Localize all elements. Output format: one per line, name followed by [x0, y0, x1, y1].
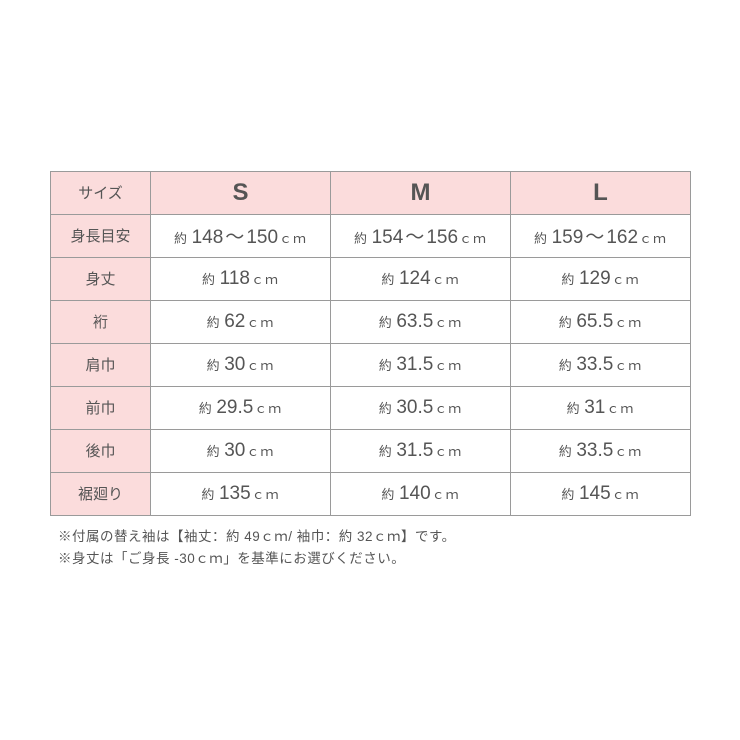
value-cell: 約 31.5ｃｍ [331, 429, 511, 472]
note-line: ※付属の替え袖は【袖丈：約 49ｃｍ/ 袖巾：約 32ｃｍ】です。 [58, 526, 690, 548]
value-cell: 約 30ｃｍ [151, 429, 331, 472]
value-cell: 約 30.5ｃｍ [331, 386, 511, 429]
size-table: サイズ S M L 身長目安約 148～150ｃｍ約 154～156ｃｍ約 15… [50, 171, 691, 516]
value-cell: 約 145ｃｍ [511, 472, 691, 515]
value-cell: 約 118ｃｍ [151, 257, 331, 300]
row-label: 後巾 [51, 429, 151, 472]
row-label: 前巾 [51, 386, 151, 429]
value-cell: 約 148～150ｃｍ [151, 214, 331, 257]
value-cell: 約 63.5ｃｍ [331, 300, 511, 343]
value-cell: 約 135ｃｍ [151, 472, 331, 515]
header-label: サイズ [51, 171, 151, 214]
value-cell: 約 129ｃｍ [511, 257, 691, 300]
value-cell: 約 29.5ｃｍ [151, 386, 331, 429]
row-label: 裾廻り [51, 472, 151, 515]
value-cell: 約 33.5ｃｍ [511, 429, 691, 472]
table-row: 身長目安約 148～150ｃｍ約 154～156ｃｍ約 159～162ｃｍ [51, 214, 691, 257]
table-header-row: サイズ S M L [51, 171, 691, 214]
value-cell: 約 140ｃｍ [331, 472, 511, 515]
table-row: 前巾約 29.5ｃｍ約 30.5ｃｍ約 31ｃｍ [51, 386, 691, 429]
row-label: 身長目安 [51, 214, 151, 257]
value-cell: 約 124ｃｍ [331, 257, 511, 300]
value-cell: 約 31ｃｍ [511, 386, 691, 429]
value-cell: 約 30ｃｍ [151, 343, 331, 386]
value-cell: 約 159～162ｃｍ [511, 214, 691, 257]
value-cell: 約 65.5ｃｍ [511, 300, 691, 343]
value-cell: 約 31.5ｃｍ [331, 343, 511, 386]
table-row: 後巾約 30ｃｍ約 31.5ｃｍ約 33.5ｃｍ [51, 429, 691, 472]
value-cell: 約 62ｃｍ [151, 300, 331, 343]
size-col-s: S [151, 171, 331, 214]
table-row: 裾廻り約 135ｃｍ約 140ｃｍ約 145ｃｍ [51, 472, 691, 515]
value-cell: 約 33.5ｃｍ [511, 343, 691, 386]
row-label: 肩巾 [51, 343, 151, 386]
notes: ※付属の替え袖は【袖丈：約 49ｃｍ/ 袖巾：約 32ｃｍ】です。 ※身丈は「ご… [50, 526, 690, 569]
table-row: 肩巾約 30ｃｍ約 31.5ｃｍ約 33.5ｃｍ [51, 343, 691, 386]
row-label: 身丈 [51, 257, 151, 300]
note-line: ※身丈は「ご身長 -30ｃｍ」を基準にお選びください。 [58, 548, 690, 570]
table-row: 裄約 62ｃｍ約 63.5ｃｍ約 65.5ｃｍ [51, 300, 691, 343]
row-label: 裄 [51, 300, 151, 343]
size-col-l: L [511, 171, 691, 214]
table-row: 身丈約 118ｃｍ約 124ｃｍ約 129ｃｍ [51, 257, 691, 300]
value-cell: 約 154～156ｃｍ [331, 214, 511, 257]
size-col-m: M [331, 171, 511, 214]
